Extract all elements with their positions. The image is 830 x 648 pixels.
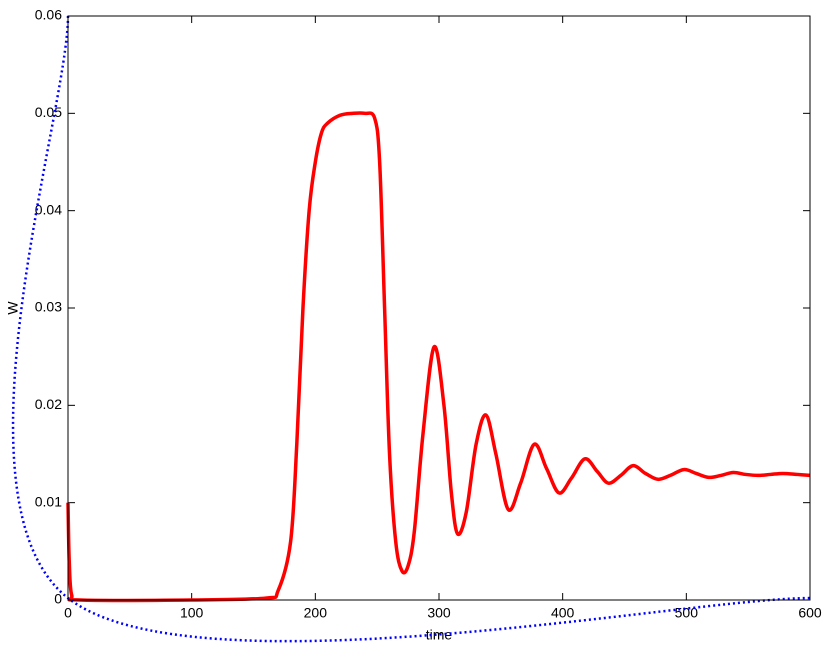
x-tick-label: 200 [304, 605, 328, 621]
y-tick-label: 0.02 [35, 396, 62, 412]
y-tick-label: 0 [54, 591, 62, 607]
line-series [66, 111, 811, 603]
y-tick-label: 0.06 [35, 7, 62, 23]
y-tick-label: 0.04 [35, 201, 62, 217]
x-axis-label: time [426, 627, 453, 643]
plot-frame [67, 15, 811, 601]
x-tick-label: 300 [427, 605, 451, 621]
x-tick-label: 600 [798, 605, 822, 621]
y-tick-label: 0.03 [35, 299, 62, 315]
x-tick-label: 400 [551, 605, 575, 621]
line-series [11, 15, 811, 643]
x-tick-label: 100 [180, 605, 204, 621]
x-tick-label: 0 [64, 605, 72, 621]
y-tick-label: 0.01 [35, 493, 62, 509]
x-tick-label: 500 [675, 605, 699, 621]
y-axis-label: W [5, 301, 21, 315]
y-tick-label: 0.05 [35, 104, 62, 120]
